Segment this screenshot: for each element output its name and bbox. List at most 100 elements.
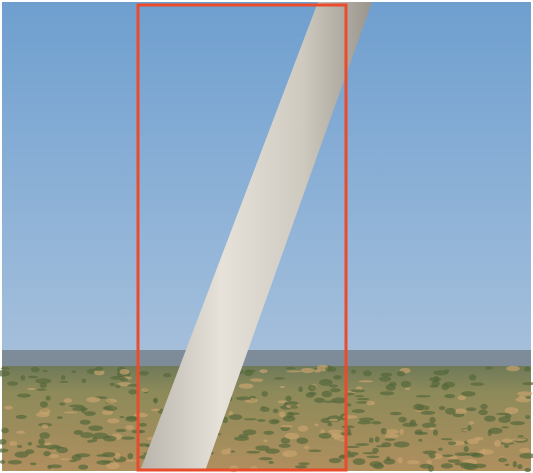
shrub: [356, 398, 369, 400]
shrub: [261, 391, 268, 397]
shrub: [319, 379, 333, 386]
shrub: [524, 468, 530, 472]
shrub: [328, 430, 342, 433]
shrub: [438, 448, 443, 451]
shrub: [31, 367, 40, 372]
shrub: [357, 421, 371, 425]
shrub: [366, 401, 375, 405]
shrub: [8, 460, 22, 464]
shrub: [431, 380, 440, 386]
shrub: [61, 375, 65, 380]
shrub: [39, 408, 50, 415]
shrub: [367, 456, 380, 458]
shrub: [422, 423, 436, 428]
shrub: [298, 425, 308, 431]
shrub: [17, 393, 31, 397]
shrub: [290, 405, 298, 409]
shrub: [462, 429, 467, 431]
shrub: [506, 366, 520, 372]
shrub: [280, 425, 292, 427]
shrub: [397, 371, 405, 376]
shrub: [308, 385, 317, 392]
shrub: [46, 445, 61, 450]
shrub: [329, 458, 342, 463]
shrub: [286, 370, 301, 372]
shrub: [405, 388, 410, 391]
shrub: [470, 382, 484, 385]
shrub: [352, 409, 365, 413]
shrub: [441, 438, 453, 440]
shrub: [444, 394, 455, 398]
shrub: [151, 409, 160, 412]
shrub: [351, 369, 356, 373]
shrub: [460, 463, 475, 469]
shrub: [400, 429, 404, 435]
shrub: [359, 380, 374, 382]
shrub: [39, 432, 50, 439]
shrub: [350, 389, 365, 392]
shrub: [325, 367, 336, 372]
shrub: [458, 395, 466, 400]
shrub: [141, 388, 148, 392]
shrub: [107, 418, 119, 423]
shrub: [285, 401, 299, 405]
shrub: [380, 391, 395, 395]
shrub: [103, 436, 116, 442]
shrub: [428, 465, 434, 472]
shrub: [104, 405, 118, 411]
shrub: [139, 371, 149, 376]
shrub: [363, 452, 377, 454]
shrub: [84, 411, 96, 416]
shrub: [321, 391, 332, 398]
shrub: [87, 440, 94, 443]
shrub: [517, 464, 522, 469]
shrub: [121, 437, 136, 440]
photo: [0, 0, 533, 473]
shrub: [259, 369, 267, 373]
shrub: [473, 452, 478, 456]
shrub: [439, 406, 445, 410]
shrub: [268, 461, 273, 464]
shrub: [355, 443, 369, 446]
shrub: [16, 431, 25, 434]
shrub: [86, 397, 100, 403]
shrub: [15, 451, 29, 457]
shrub: [246, 451, 260, 454]
shrub: [236, 396, 251, 400]
shrub: [415, 432, 428, 435]
shrub: [46, 395, 51, 400]
shrub: [353, 458, 366, 465]
shrub: [250, 378, 263, 382]
shrub: [498, 416, 510, 423]
shrub: [154, 398, 158, 404]
shrub: [445, 408, 456, 415]
shrub: [37, 388, 47, 390]
shrub: [273, 409, 279, 413]
shrub: [526, 396, 530, 399]
shrub: [279, 411, 285, 417]
shrub: [455, 452, 470, 456]
shrub: [244, 418, 257, 420]
shrub: [286, 367, 296, 370]
shrub: [502, 438, 513, 443]
shrub: [28, 442, 32, 446]
shrub: [42, 424, 49, 428]
shrub: [134, 413, 148, 418]
shrub: [519, 448, 530, 453]
shrub: [282, 450, 297, 457]
shrub: [328, 419, 338, 422]
shrub: [314, 424, 318, 427]
shrub: [95, 367, 103, 372]
shrub: [394, 441, 410, 447]
shrub: [464, 446, 469, 452]
shrub: [375, 436, 380, 442]
shrub: [473, 464, 486, 469]
shrub: [355, 395, 365, 397]
shrub: [510, 421, 525, 425]
shrub: [96, 460, 110, 465]
shrub: [229, 414, 242, 420]
shrub: [469, 374, 476, 380]
shrub: [385, 438, 396, 441]
shrub: [512, 438, 526, 441]
shrub: [298, 462, 309, 465]
